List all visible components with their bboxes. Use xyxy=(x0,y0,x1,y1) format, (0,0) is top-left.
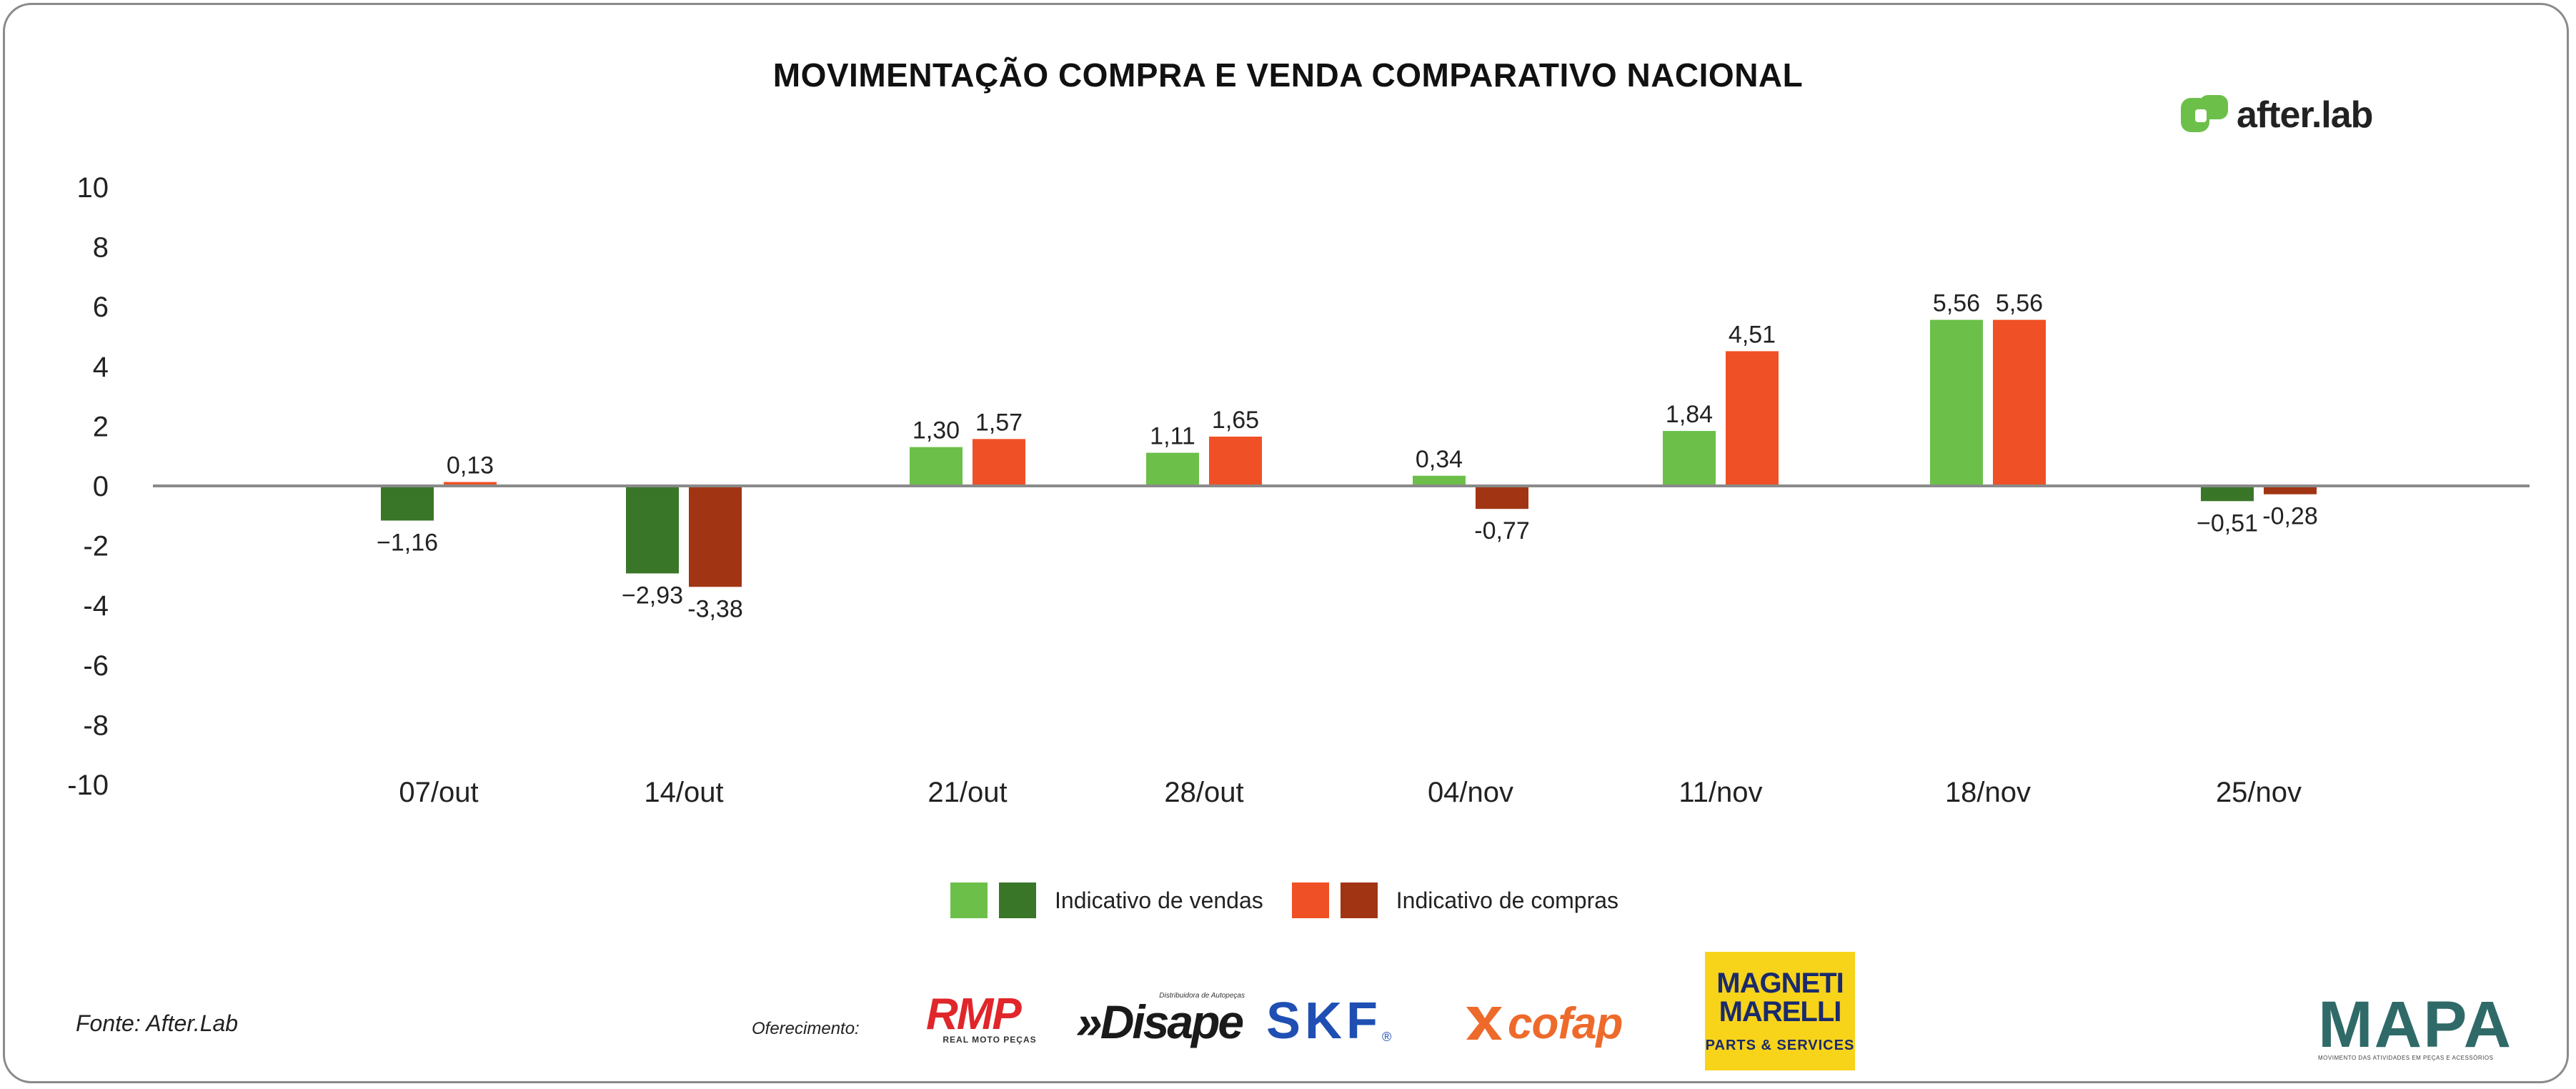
x-tick-label: 25/nov xyxy=(2216,777,2302,808)
bar-vendas xyxy=(2201,486,2254,502)
data-label-compras: 1,65 xyxy=(1212,407,1259,434)
afterlab-logo-icon xyxy=(2181,95,2228,132)
mapa-logo-mark: MAPA xyxy=(2318,988,2513,1061)
sponsor-label: Oferecimento: xyxy=(752,1019,860,1038)
bar-vendas xyxy=(910,447,963,486)
legend-label-vendas: Indicativo de vendas xyxy=(1055,887,1263,913)
data-label-compras: -3,38 xyxy=(687,595,743,622)
bar-vendas xyxy=(1663,431,1716,486)
x-tick-label: 11/nov xyxy=(1679,777,1762,808)
registered-icon: ® xyxy=(1382,1030,1392,1044)
skf-logo: SKF® xyxy=(1266,995,1449,1048)
afterlab-brand: after.lab xyxy=(2179,90,2373,140)
source-note: Fonte: After.Lab xyxy=(76,1010,239,1036)
cofap-logo: cofap xyxy=(1462,998,1676,1049)
mapa-logo-sub: MOVIMENTO DAS ATIVIDADES EM PEÇAS E ACES… xyxy=(2318,1055,2494,1061)
chart-frame xyxy=(3,3,2569,1083)
legend-swatch-vendas-dark xyxy=(999,882,1036,918)
bar-vendas xyxy=(1413,475,1466,486)
y-tick-label: -4 xyxy=(83,590,109,622)
legend-swatch-compras-dark xyxy=(1340,882,1378,918)
magneti-logo-line2: MARELLI xyxy=(1719,995,1842,1028)
rmp-logo-sub: REAL MOTO PEÇAS xyxy=(943,1035,1037,1045)
bar-vendas xyxy=(381,486,434,521)
data-label-compras: 5,56 xyxy=(1996,290,2043,317)
magneti-logo-line1: MAGNETI xyxy=(1716,967,1844,999)
data-label-vendas: 1,84 xyxy=(1666,401,1713,428)
legend-swatch-compras-light xyxy=(1291,882,1329,918)
y-tick-label: 8 xyxy=(93,232,109,264)
bar-compras xyxy=(973,439,1025,486)
data-label-compras: 1,57 xyxy=(975,409,1023,436)
afterlab-brand-name: after.lab xyxy=(2237,94,2373,136)
data-label-vendas: 0,34 xyxy=(1416,446,1463,473)
bar-compras xyxy=(444,482,497,486)
y-tick-label: 10 xyxy=(77,172,109,204)
x-tick-label: 14/out xyxy=(644,777,723,808)
bar-vendas xyxy=(1930,319,1983,486)
y-tick-label: 4 xyxy=(93,352,109,383)
skf-logo-mark: SKF xyxy=(1266,993,1382,1050)
bar-compras xyxy=(1726,351,1779,486)
x-tick-label: 28/out xyxy=(1164,777,1243,808)
cofap-x-icon xyxy=(1466,1007,1502,1040)
y-tick-label: -6 xyxy=(83,650,109,682)
bar-compras xyxy=(2264,486,2317,494)
y-tick-label: -2 xyxy=(83,531,109,562)
disape-logo-mark: »Disape xyxy=(1076,995,1244,1048)
data-label-compras: 0,13 xyxy=(447,452,494,479)
legend-label-compras: Indicativo de compras xyxy=(1396,887,1619,913)
rmp-logo-mark: RMP xyxy=(926,990,1022,1039)
data-label-vendas: 1,11 xyxy=(1150,423,1195,450)
data-label-compras: -0,28 xyxy=(2262,503,2318,530)
rmp-logo: RMP REAL MOTO PEÇAS xyxy=(926,990,1053,1048)
bar-compras xyxy=(1209,437,1262,486)
x-tick-label: 18/nov xyxy=(1945,777,2031,808)
y-tick-label: 6 xyxy=(93,292,109,323)
chart-legend: Indicativo de vendas Indicativo de compr… xyxy=(950,879,1647,922)
y-tick-label: 0 xyxy=(93,471,109,502)
y-tick-label: -10 xyxy=(67,770,109,801)
data-label-compras: 4,51 xyxy=(1729,321,1776,348)
y-tick-label: -8 xyxy=(83,710,109,741)
legend-swatch-vendas-light xyxy=(950,882,988,918)
x-tick-label: 07/out xyxy=(399,777,478,808)
x-tick-label: 04/nov xyxy=(1428,777,1513,808)
magneti-logo-line3: PARTS & SERVICES xyxy=(1705,1037,1855,1053)
disape-logo-sub: Distribuidora de Autopeças xyxy=(1159,992,1245,1000)
data-label-vendas: −1,16 xyxy=(377,529,438,556)
disape-logo: Distribuidora de Autopeças »Disape xyxy=(1076,992,1245,1049)
y-tick-label: 2 xyxy=(93,411,109,442)
bar-vendas xyxy=(1146,452,1199,486)
bar-compras xyxy=(689,486,742,587)
cofap-logo-mark: cofap xyxy=(1508,998,1623,1048)
bar-vendas xyxy=(626,486,679,574)
x-tick-label: 21/out xyxy=(928,777,1007,808)
mapa-logo: MAPA MOVIMENTO DAS ATIVIDADES EM PEÇAS E… xyxy=(2318,988,2513,1066)
data-label-vendas: 1,30 xyxy=(912,417,960,444)
data-label-vendas: 5,56 xyxy=(1933,290,1980,317)
magneti-marelli-logo: MAGNETI MARELLI PARTS & SERVICES xyxy=(1705,952,1855,1070)
data-label-compras: -0,77 xyxy=(1474,517,1530,544)
data-label-vendas: −2,93 xyxy=(622,582,683,609)
chart-title: MOVIMENTAÇÃO COMPRA E VENDA COMPARATIVO … xyxy=(772,56,1804,94)
bar-compras xyxy=(1993,319,2046,486)
data-label-vendas: −0,51 xyxy=(2197,509,2258,537)
bar-compras xyxy=(1476,486,1528,509)
